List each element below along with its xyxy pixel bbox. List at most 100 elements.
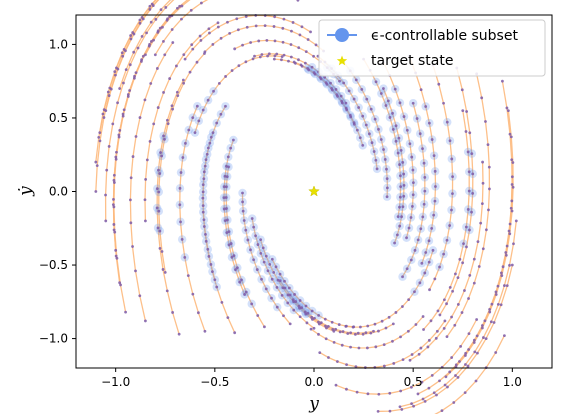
trajectory-point — [180, 17, 183, 21]
trajectory-point — [391, 128, 395, 131]
trajectory-point — [181, 78, 185, 82]
legend-marker-target — [336, 55, 348, 66]
trajectory-point — [266, 54, 269, 58]
trajectory-point — [501, 79, 504, 83]
trajectory-point — [129, 37, 133, 41]
trajectory-point — [211, 270, 214, 274]
trajectory-point — [391, 339, 394, 343]
trajectory-point — [450, 356, 454, 359]
trajectory-point — [159, 8, 163, 12]
trajectory-point — [304, 50, 308, 54]
trajectory-point — [213, 278, 217, 282]
trajectory-point — [242, 219, 246, 222]
trajectory-point — [361, 114, 365, 118]
trajectory-point — [158, 229, 162, 233]
trajectory-point — [280, 58, 283, 62]
trajectory-point — [268, 262, 272, 266]
trajectory-point — [226, 155, 230, 159]
trajectory-point — [369, 107, 373, 111]
trajectory-point — [450, 157, 454, 161]
trajectory-point — [288, 293, 292, 297]
trajectory-point — [249, 41, 252, 44]
trajectory-point — [266, 269, 270, 273]
trajectory-point — [206, 247, 210, 251]
trajectory-point — [406, 329, 410, 333]
trajectory-point — [225, 164, 228, 168]
trajectory-point — [219, 36, 223, 40]
trajectory-point — [452, 401, 456, 404]
trajectory-point — [145, 31, 148, 35]
trajectory-point — [225, 185, 228, 189]
trajectory-point — [140, 16, 144, 19]
trajectory-point — [492, 321, 496, 324]
trajectory-point — [310, 309, 314, 313]
trajectory-point — [212, 89, 215, 93]
trajectory-point — [442, 326, 446, 330]
trajectory-point — [505, 244, 509, 248]
trajectory-point — [97, 135, 101, 139]
trajectory-point — [176, 6, 179, 10]
trajectory-point — [354, 78, 358, 82]
trajectory-point — [460, 88, 464, 92]
trajectory-point — [190, 43, 194, 47]
trajectory-point — [191, 116, 195, 120]
trajectory-point — [114, 157, 118, 161]
trajectory-point — [104, 219, 108, 223]
trajectory-point — [272, 57, 276, 61]
trajectory-point — [113, 70, 117, 74]
trajectory-point — [114, 254, 118, 258]
trajectory-point — [450, 208, 453, 212]
trajectory-point — [144, 177, 148, 181]
y-axis-ticks: −1.0 −0.5 0.0 0.5 1.0 — [39, 37, 76, 346]
trajectory-point — [410, 402, 413, 406]
trajectory-point — [345, 363, 348, 366]
trajectory-point — [303, 310, 307, 314]
trajectory-point — [505, 284, 509, 288]
trajectory-point — [510, 158, 514, 162]
trajectory-point — [196, 311, 200, 315]
trajectory-point — [438, 265, 441, 269]
trajectory-point — [416, 392, 420, 396]
trajectory-point — [430, 138, 434, 141]
trajectory-point — [243, 293, 246, 296]
trajectory-point — [418, 281, 422, 285]
legend: ϵ-controllable subset target state — [318, 19, 546, 77]
trajectory-point — [225, 175, 229, 179]
trajectory-point — [409, 216, 413, 219]
trajectory-point — [244, 60, 248, 64]
trajectory-point — [272, 25, 276, 28]
trajectory-point — [349, 345, 352, 349]
trajectory-point — [412, 404, 415, 408]
trajectory-point — [111, 203, 115, 207]
trajectory-point — [225, 218, 229, 222]
trajectory-point — [143, 198, 147, 202]
trajectory-point — [184, 141, 187, 145]
trajectory-point — [181, 156, 185, 159]
trajectory-point — [432, 213, 436, 217]
trajectory-point — [171, 107, 174, 111]
trajectory-point — [246, 238, 250, 242]
trajectory-point — [160, 154, 164, 158]
trajectory-point — [453, 323, 457, 327]
trajectory-point — [398, 205, 401, 209]
trajectory-point — [324, 81, 328, 85]
trajectory-point — [383, 158, 387, 161]
trajectory-point — [444, 375, 448, 379]
trajectory-point — [317, 314, 321, 317]
trajectory-point — [310, 65, 314, 69]
trajectory-point — [263, 325, 266, 329]
trajectory-point — [496, 303, 500, 306]
trajectory-point — [162, 134, 165, 138]
trajectory-point — [413, 290, 416, 294]
trajectory-point — [473, 350, 477, 354]
trajectory-point — [201, 210, 205, 214]
trajectory-point — [393, 87, 397, 91]
trajectory-point — [156, 31, 160, 34]
trajectory-point — [216, 21, 220, 25]
trajectory-point — [296, 0, 300, 2]
trajectory-point — [500, 274, 504, 277]
trajectory-point — [398, 224, 402, 228]
trajectory-point — [227, 165, 230, 169]
trajectory-point — [278, 279, 282, 283]
trajectory-point — [102, 116, 106, 119]
